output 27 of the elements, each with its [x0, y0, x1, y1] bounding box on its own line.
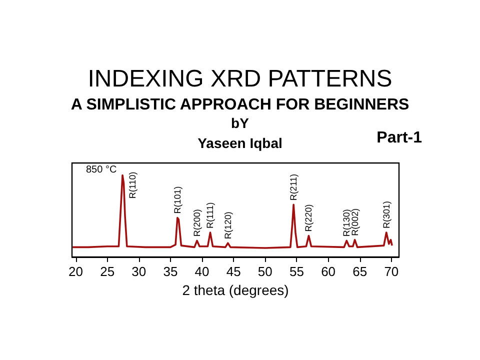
x-tick-label: 35	[163, 264, 178, 279]
x-tick-label: 65	[352, 264, 368, 279]
text: Part-1	[376, 130, 422, 146]
chart-subtitle: A SIMPLISTIC APPROACH FOR BEGINNERS	[70, 96, 410, 114]
annotation: R(111)	[205, 202, 216, 228]
annotation: R(220)	[304, 204, 314, 232]
x-axis-title: 2 theta (degrees)	[182, 282, 289, 298]
x-tick-label: 70	[384, 264, 399, 279]
x-tick-label: 20	[68, 264, 84, 279]
annotation: R(110)	[128, 172, 138, 199]
annotation: 850 °C	[86, 164, 117, 176]
annotation: R(120)	[222, 212, 233, 240]
x-tick-label: 25	[100, 264, 115, 279]
text: bY	[231, 115, 250, 131]
x-tick-label: 30	[132, 264, 146, 279]
chart-title: INDEXING XRD PATTERNS	[88, 66, 392, 92]
x-tick-label: 40	[194, 264, 210, 279]
annotation: R(101)	[172, 186, 182, 214]
annotation: R(200)	[192, 209, 202, 237]
annotation: R(130)	[342, 209, 352, 237]
annotation: R(211)	[288, 174, 299, 201]
x-tick-label: 60	[321, 264, 336, 279]
x-tick-label: 50	[258, 264, 272, 279]
x-tick-label: 45	[226, 264, 241, 279]
x-tick-label: 55	[290, 264, 304, 279]
text: Yaseen Iqbal	[198, 135, 282, 151]
annotation: R(301)	[381, 200, 392, 228]
